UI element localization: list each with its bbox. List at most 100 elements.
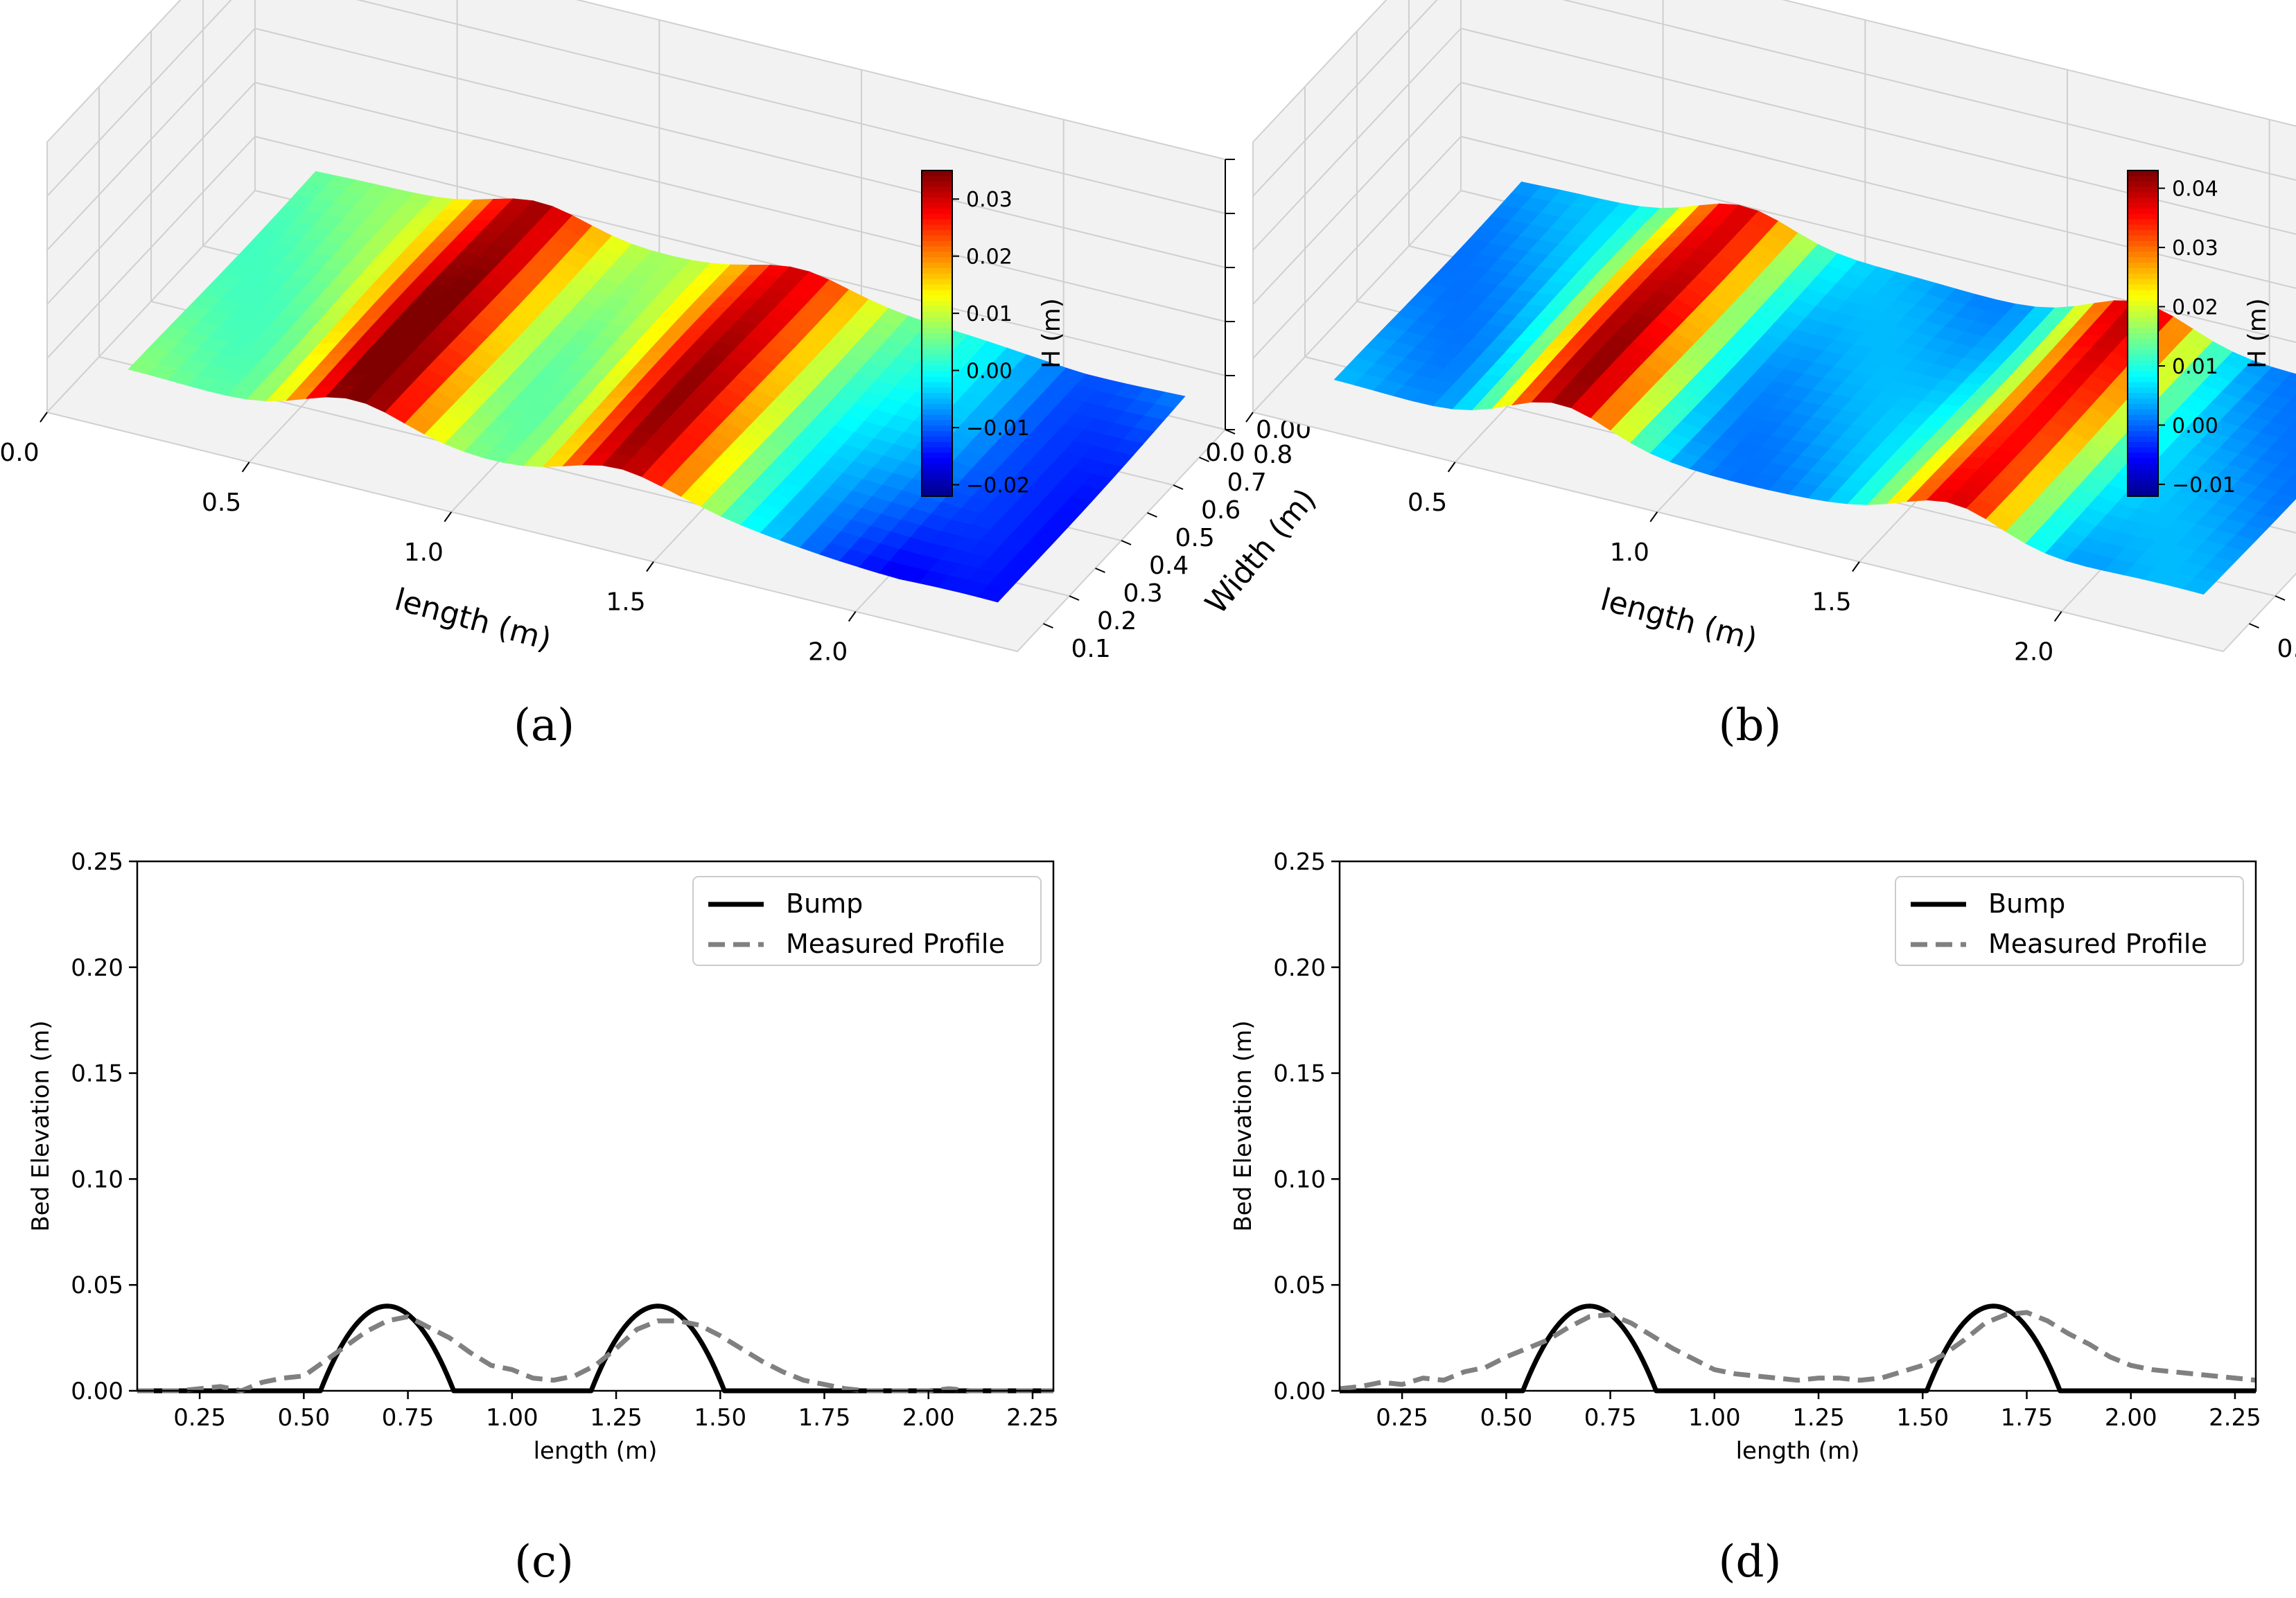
- x-tick-label: 1.00: [486, 1404, 538, 1432]
- legend-bump-label: Bump: [1988, 888, 2065, 919]
- grid-line: [1252, 136, 1462, 359]
- colorbar-segment: [2128, 355, 2158, 362]
- colorbar-segment: [922, 393, 952, 399]
- colorbar-segment: [2128, 273, 2158, 280]
- y-tick-label: 0.05: [71, 1272, 123, 1299]
- colorbar-segment: [922, 480, 952, 486]
- colorbar-segment: [2128, 236, 2158, 242]
- x-axis-label: length (m): [391, 582, 555, 658]
- series-measured-profile-line: [137, 1314, 1053, 1394]
- colorbar-tick-label: −0.01: [2172, 473, 2236, 498]
- colorbar-segment: [922, 441, 952, 448]
- colorbar-segment: [2128, 464, 2158, 470]
- colorbar-segment: [2128, 376, 2158, 383]
- colorbar-tick-label: 0.02: [966, 245, 1013, 270]
- legend-box: [1895, 876, 2244, 966]
- colorbar-segment: [922, 208, 952, 215]
- colorbar-segment: [922, 186, 952, 193]
- line-chart-d: 0.25 0.50 0.75 1.00 1.25 1.50 1.75 2.00 2.25 0.00…: [1229, 848, 2261, 1465]
- colorbar-segment: [922, 447, 952, 454]
- colorbar-segment: [2128, 208, 2158, 215]
- colorbar-segment: [2128, 192, 2158, 199]
- colorbar-segment: [922, 403, 952, 410]
- colorbar-segment: [922, 175, 952, 182]
- panel-label-b: (b): [1719, 700, 1782, 751]
- plot-frame: [1338, 860, 2257, 1392]
- colorbar-segment: [2128, 290, 2158, 297]
- colorbar-segment: [922, 295, 952, 301]
- colorbar-segment: [922, 414, 952, 421]
- x-tick-label: 1.0: [1610, 538, 1649, 567]
- colorbar-tick-label: 0.01: [2172, 355, 2218, 379]
- colorbar-segment: [2128, 311, 2158, 318]
- colorbar-segment: [922, 268, 952, 274]
- colorbar-segment: [2128, 333, 2158, 340]
- x-tick-label: 1.25: [1792, 1404, 1845, 1432]
- x-tick-label: 1.75: [798, 1404, 851, 1432]
- legend-box: [692, 876, 1042, 966]
- colorbar-segment: [2128, 268, 2158, 274]
- legend-measured-label: Measured Profile: [1988, 929, 2207, 959]
- panel-label-c: (c): [514, 1536, 574, 1588]
- colorbar-segment: [2128, 425, 2158, 432]
- x-tick-mark: [1245, 412, 1254, 423]
- y-tick-mark: [1121, 540, 1132, 545]
- colorbar-segment: [922, 306, 952, 313]
- colorbar-label: H (m): [2243, 298, 2272, 369]
- x-axis-label: length (m): [534, 1437, 658, 1465]
- colorbar-segment: [922, 355, 952, 362]
- colorbar-segment: [922, 225, 952, 231]
- x-tick-label: 1.5: [606, 588, 645, 617]
- y-tick-mark: [1069, 595, 1080, 601]
- grid-line: [254, 82, 1226, 322]
- colorbar-segment: [2128, 420, 2158, 427]
- colorbar-segment: [922, 284, 952, 291]
- x-tick-label: 1.50: [694, 1404, 746, 1432]
- y-tick-label: 0.00: [71, 1378, 123, 1405]
- colorbar-segment: [2128, 213, 2158, 220]
- colorbar: 0.03 0.02 0.01 0.00 −0.01 −0.02 H (m): [921, 170, 1066, 498]
- colorbar-segment: [922, 468, 952, 475]
- y-tick-label: 0.25: [71, 848, 123, 876]
- colorbar-segment: [922, 464, 952, 470]
- y-tick-label: 0.1: [2277, 635, 2296, 663]
- surface-patch: [2289, 420, 2296, 430]
- colorbar-segment: [922, 290, 952, 297]
- colorbar-segment: [2128, 197, 2158, 204]
- colorbar-segment: [2128, 263, 2158, 269]
- x-axis-label: length (m): [1736, 1437, 1860, 1465]
- colorbar-segment: [2128, 257, 2158, 264]
- colorbar-segment: [2128, 175, 2158, 182]
- colorbar-tick-label: 0.04: [2172, 177, 2218, 202]
- y-tick-label: 0.00: [1273, 1378, 1326, 1405]
- colorbar-segment: [922, 431, 952, 437]
- y-axis-label: Bed Elevation (m): [1229, 1020, 1257, 1231]
- plot-frame: [136, 860, 1055, 1392]
- grid-line: [1252, 0, 1438, 197]
- grid-line: [1460, 136, 2296, 343]
- x-axis-label: length (m): [1597, 582, 1761, 658]
- colorbar-tick-label: 0.01: [966, 302, 1013, 326]
- grid-line: [1252, 82, 1462, 305]
- x-tick-mark: [2053, 611, 2062, 622]
- y-tick-label: 0.1: [1071, 635, 1111, 663]
- colorbar-segment: [922, 317, 952, 324]
- x-tick-mark: [40, 412, 48, 423]
- colorbar-segment: [2128, 203, 2158, 209]
- grid-line: [46, 28, 256, 251]
- colorbar-tick-label: −0.01: [966, 416, 1030, 441]
- y-tick-label: 0.20: [71, 954, 123, 982]
- x-tick-label: 0.5: [202, 489, 241, 517]
- grid-line: [254, 28, 1226, 268]
- colorbar-segment: [2128, 453, 2158, 459]
- colorbar-tick-label: 0.03: [2172, 236, 2218, 261]
- grid-line: [1561, 0, 2296, 181]
- colorbar-segment: [2128, 295, 2158, 301]
- grid-line: [46, 82, 256, 305]
- colorbar-frame: [921, 170, 953, 497]
- colorbar-segment: [922, 485, 952, 492]
- y-tick-label: 0.15: [71, 1060, 123, 1088]
- x-tick-mark: [1649, 511, 1658, 523]
- colorbar-segment: [922, 338, 952, 345]
